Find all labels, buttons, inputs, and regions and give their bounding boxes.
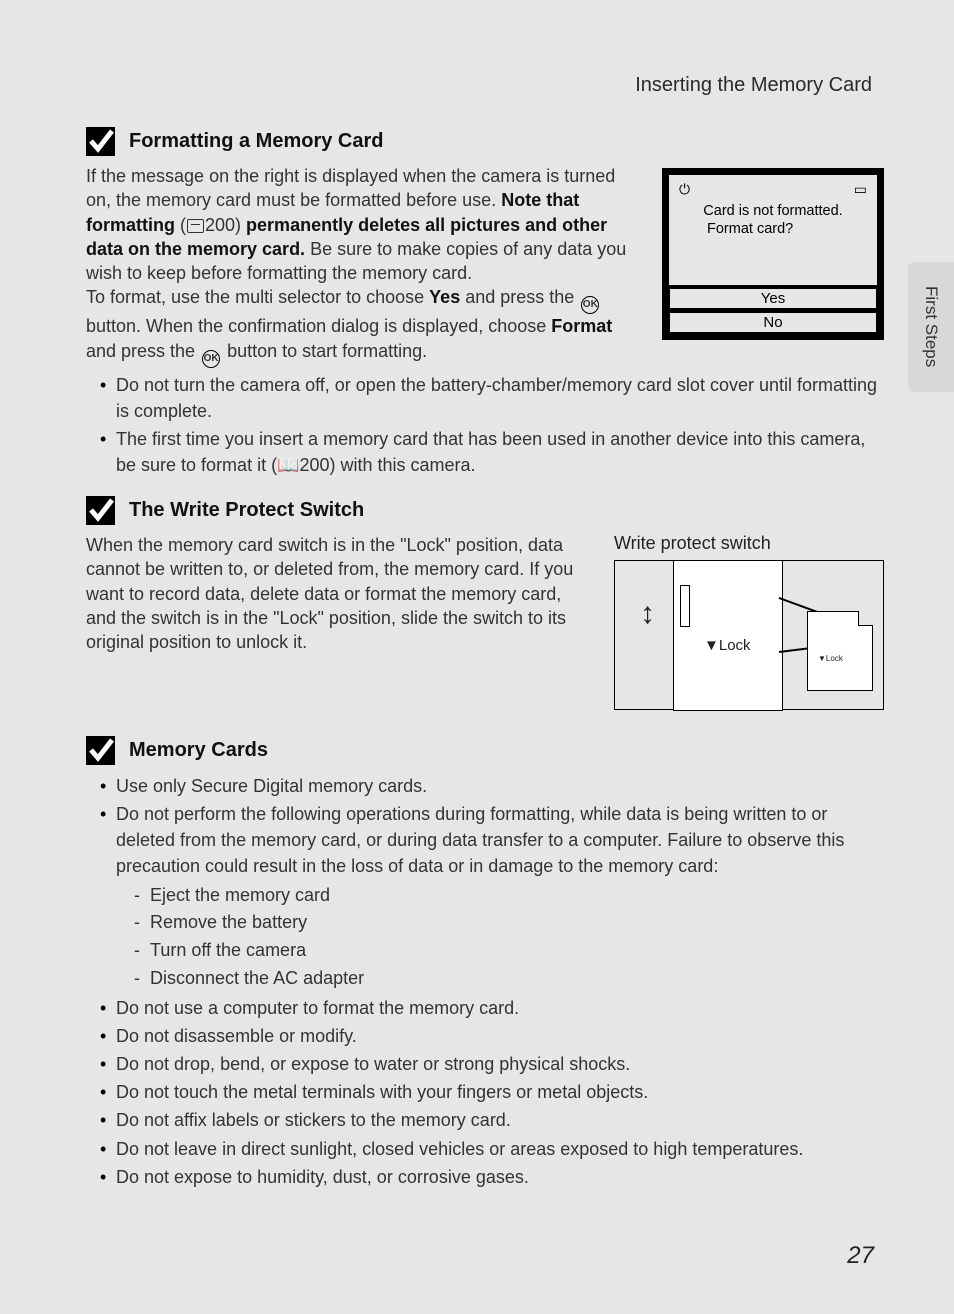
lcd-no: No	[669, 312, 877, 333]
sidebar-label: First Steps	[921, 286, 941, 367]
s1c5: button to start formatting.	[222, 341, 427, 361]
s1-yes: Yes	[429, 287, 460, 307]
check-icon	[86, 496, 115, 525]
lcd-msg2: Format card?	[679, 220, 867, 238]
list-item: Do not use a computer to format the memo…	[100, 995, 884, 1021]
section1-ref1: 200	[205, 215, 235, 235]
list-item: Do not touch the metal terminals with yo…	[100, 1079, 884, 1105]
sub-item: Disconnect the AC adapter	[134, 965, 884, 993]
lcd-screen: ⏻ ▭ Card is not formatted. Format card? …	[662, 168, 884, 340]
section1-body2: To format, use the multi selector to cho…	[86, 285, 638, 367]
check-icon	[86, 127, 115, 156]
section2-body: When the memory card switch is in the "L…	[86, 533, 590, 654]
page-number: 27	[847, 1242, 874, 1270]
s1c4: and press the	[86, 341, 200, 361]
lcd-msg1: Card is not formatted.	[679, 202, 867, 220]
list-item: Use only Secure Digital memory cards.	[100, 773, 884, 799]
sub-item: Eject the memory card	[134, 882, 884, 910]
page-header: Inserting the Memory Card	[86, 74, 872, 97]
section3-bullets: Use only Secure Digital memory cards. Do…	[86, 773, 884, 1190]
book-icon	[187, 219, 204, 233]
wp-caption: Write protect switch	[614, 533, 884, 554]
list-item: Do not perform the following operations …	[100, 801, 884, 993]
list-item: The first time you insert a memory card …	[100, 426, 884, 478]
section2-title: The Write Protect Switch	[129, 499, 364, 522]
wp-diagram: ↕ ▼Lock ▼Lock	[614, 560, 884, 710]
section1-bullets: Do not turn the camera off, or open the …	[86, 372, 884, 478]
list-item-text: Do not perform the following operations …	[116, 804, 844, 876]
s1c3: button. When the confirmation dialog is …	[86, 316, 551, 336]
lcd-yes: Yes	[669, 288, 877, 309]
power-icon: ⏻	[679, 181, 690, 198]
lock-label-small: ▼Lock	[818, 654, 843, 663]
list-item: Do not leave in direct sunlight, closed …	[100, 1136, 884, 1162]
list-item: Do not affix labels or stickers to the m…	[100, 1107, 884, 1133]
updown-arrow-icon: ↕	[640, 597, 655, 631]
s1-format: Format	[551, 316, 612, 336]
check-icon	[86, 736, 115, 765]
lock-label: ▼Lock	[704, 637, 751, 654]
sidebar-tab: First Steps	[908, 262, 954, 392]
ok-icon: OK	[202, 350, 220, 368]
list-item: Do not drop, bend, or expose to water or…	[100, 1051, 884, 1077]
s1c1: To format, use the multi selector to cho…	[86, 287, 429, 307]
section3-title: Memory Cards	[129, 739, 268, 762]
sub-item: Turn off the camera	[134, 937, 884, 965]
ok-icon: OK	[581, 296, 599, 314]
list-item: Do not disassemble or modify.	[100, 1023, 884, 1049]
list-item: Do not expose to humidity, dust, or corr…	[100, 1164, 884, 1190]
section1-title: Formatting a Memory Card	[129, 130, 383, 153]
sub-item: Remove the battery	[134, 909, 884, 937]
battery-icon: ▭	[854, 181, 867, 198]
section1-body: If the message on the right is displayed…	[86, 164, 638, 285]
list-item: Do not turn the camera off, or open the …	[100, 372, 884, 424]
s1c2: and press the	[460, 287, 579, 307]
